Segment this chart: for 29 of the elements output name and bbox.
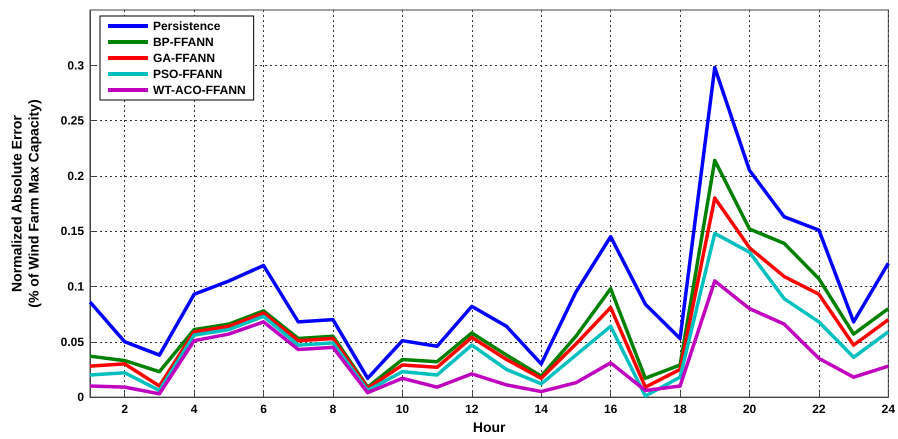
x-tick-label: 4 bbox=[190, 402, 198, 416]
x-tick-label: 2 bbox=[121, 402, 128, 416]
line-series bbox=[88, 196, 890, 390]
x-tick-label: 16 bbox=[604, 402, 618, 416]
x-tick-label: 24 bbox=[882, 402, 896, 416]
y-tick-label: 0.1 bbox=[67, 280, 84, 294]
y-tick-label: 0.3 bbox=[67, 58, 84, 72]
y-axis-title: Normalized Absolute Error (% of Wind Farm Max Capacity) bbox=[8, 99, 42, 308]
x-tick-label: 6 bbox=[260, 402, 268, 416]
x-tick-label: 8 bbox=[330, 402, 337, 416]
legend-label: GA-FFANN bbox=[153, 51, 215, 65]
y-tick-label: 0.15 bbox=[60, 224, 84, 238]
x-tick-label: 20 bbox=[742, 402, 756, 416]
x-tick-label: 18 bbox=[673, 402, 688, 416]
legend-label: WT-ACO-FFANN bbox=[153, 83, 246, 97]
x-axis-title: Hour bbox=[472, 419, 506, 435]
x-tick-label: 10 bbox=[396, 402, 410, 416]
y-tick-label: 0.2 bbox=[67, 168, 84, 183]
x-tick-label: 12 bbox=[465, 402, 479, 416]
legend-label: BP-FFANN bbox=[153, 35, 214, 49]
x-tick-label: 22 bbox=[812, 402, 826, 416]
line-series bbox=[88, 66, 890, 380]
line-series bbox=[88, 158, 890, 389]
y-tick-label: 0.05 bbox=[60, 334, 84, 349]
legend-label: Persistence bbox=[153, 19, 221, 33]
legend-label: PSO-FFANN bbox=[153, 67, 222, 81]
y-tick-label: 0 bbox=[77, 390, 84, 404]
x-tick-label: 14 bbox=[534, 402, 548, 416]
y-tick-label: 0.25 bbox=[60, 114, 84, 128]
